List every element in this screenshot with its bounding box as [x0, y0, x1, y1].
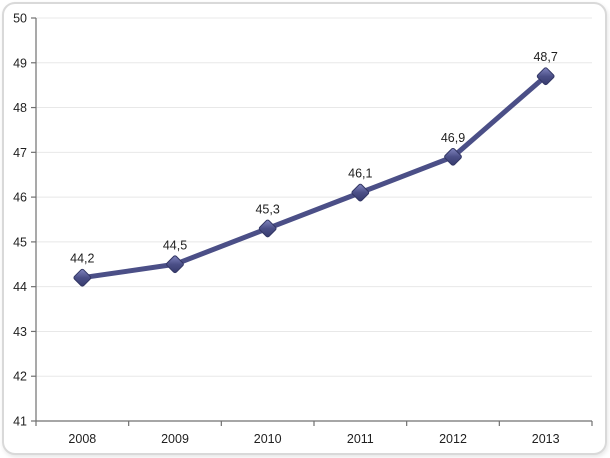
data-point-marker [351, 183, 370, 202]
data-point-marker [258, 219, 277, 238]
data-point-marker [73, 268, 92, 287]
y-tick-label: 49 [13, 56, 27, 70]
y-tick-label: 46 [13, 191, 27, 205]
x-tick-label: 2009 [161, 432, 189, 446]
y-tick-label: 50 [13, 12, 27, 26]
marker-diamond [166, 255, 184, 274]
data-point-marker [444, 147, 462, 166]
marker-diamond [351, 183, 370, 202]
x-tick-label: 2013 [532, 432, 560, 446]
data-point-label: 44,2 [70, 252, 94, 266]
data-point-label: 45,3 [255, 202, 279, 216]
series-line [79, 73, 549, 281]
marker-diamond [258, 219, 277, 238]
y-tick-label: 41 [13, 415, 27, 429]
marker-diamond [444, 147, 462, 166]
marker-diamond [536, 67, 555, 86]
data-point-marker [166, 255, 184, 274]
data-point-label: 46,1 [348, 167, 372, 181]
x-tick-label: 2010 [254, 432, 282, 446]
data-point-marker [536, 67, 555, 86]
y-tick-label: 42 [13, 370, 27, 384]
data-point-label: 44,5 [163, 238, 187, 252]
y-tick-label: 48 [13, 101, 27, 115]
x-tick-label: 2012 [439, 432, 467, 446]
marker-diamond [73, 268, 92, 287]
y-tick-label: 44 [13, 280, 27, 294]
data-point-label: 48,7 [533, 50, 557, 64]
y-tick-label: 47 [13, 146, 27, 160]
data-point-label: 46,9 [441, 131, 465, 145]
y-tick-label: 43 [13, 325, 27, 339]
y-tick-label: 45 [13, 235, 27, 249]
x-tick-label: 2011 [347, 432, 374, 446]
x-tick-label: 2008 [68, 432, 96, 446]
